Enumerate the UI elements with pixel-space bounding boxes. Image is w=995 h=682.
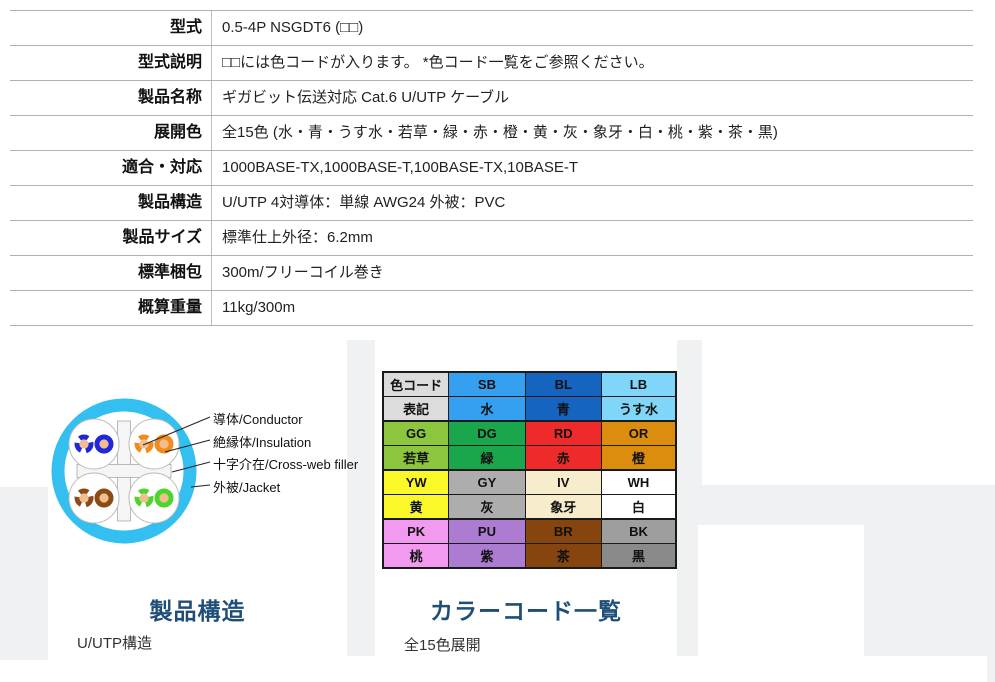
color-cell: 黄 <box>382 494 450 520</box>
color-cell: 緑 <box>448 445 526 471</box>
diagram-label-conductor: 導体/Conductor <box>213 412 303 427</box>
color-cell: 灰 <box>448 494 526 520</box>
spec-value: 標準仕上外径：6.2mm <box>211 221 973 255</box>
spec-row: 展開色 全15色 (水・青・うす水・若草・緑・赤・橙・黄・灰・象牙・白・桃・紫・茶… <box>10 116 973 151</box>
structure-figure-card: 導体/Conductor 絶縁体/Insulation 十字介在/Cross-w… <box>48 340 358 656</box>
color-code-table: 色コード SB BL LB 表記水青うす水 GG DG RD OR 若草緑赤橙 YW GY IV WH 黄灰… <box>382 371 677 569</box>
background-patch <box>0 487 48 660</box>
color-code-figure-card: 色コード SB BL LB 表記水青うす水 GG DG RD OR 若草緑赤橙 YW GY IV WH 黄灰… <box>375 338 677 656</box>
spec-row: 製品構造 U/UTP 4対導体：単線 AWG24 外被：PVC <box>10 186 973 221</box>
spec-table: 型式 0.5-4P NSGDT6 (□□) 型式説明 □□には色コードが入ります。 *… <box>10 10 973 326</box>
spec-label: 製品名称 <box>137 89 202 106</box>
color-cell: 紫 <box>448 543 526 569</box>
color-table-row: 表記水青うす水 <box>382 396 677 422</box>
spec-value: 300m/フリーコイル巻き <box>211 256 973 290</box>
color-cell: 若草 <box>382 445 450 471</box>
color-cell: 黒 <box>600 543 677 569</box>
spec-value: 全15色 (水・青・うす水・若草・緑・赤・橙・黄・灰・象牙・白・桃・紫・茶・黒) <box>211 116 973 150</box>
color-cell: 象牙 <box>524 494 602 520</box>
spec-label: 製品構造 <box>137 194 202 211</box>
color-cell: 赤 <box>524 445 602 471</box>
color-table-row: 桃紫茶黒 <box>382 543 677 569</box>
color-cell: 表記 <box>382 396 450 422</box>
color-cell: YW <box>382 469 450 495</box>
spec-value: 0.5-4P NSGDT6 (□□) <box>211 11 973 45</box>
spec-row: 型式 0.5-4P NSGDT6 (□□) <box>10 11 973 46</box>
color-cell: GY <box>448 469 526 495</box>
color-cell: IV <box>524 469 602 495</box>
color-cell: BK <box>600 518 677 544</box>
color-cell: PU <box>448 518 526 544</box>
color-cell: 茶 <box>524 543 602 569</box>
color-cell: 青 <box>524 396 602 422</box>
color-cell: 白 <box>600 494 677 520</box>
color-cell: SB <box>448 371 526 397</box>
color-table-row: YW GY IV WH <box>382 469 677 495</box>
background-patch <box>987 656 995 682</box>
structure-figure-title: 製品構造 <box>149 598 246 624</box>
spec-value: U/UTP 4対導体：単線 AWG24 外被：PVC <box>211 186 973 220</box>
color-table-row: PK PU BR BK <box>382 518 677 544</box>
color-cell: 水 <box>448 396 526 422</box>
spec-row: 標準梱包 300m/フリーコイル巻き <box>10 256 973 291</box>
cable-cross-section-diagram <box>51 398 211 544</box>
diagram-label-insulation: 絶縁体/Insulation <box>213 435 312 450</box>
color-table-row: GG DG RD OR <box>382 420 677 446</box>
spec-label: 適合・対応 <box>121 159 202 176</box>
color-cell: BL <box>524 371 602 397</box>
spec-label: 型式説明 <box>137 54 202 71</box>
background-patch <box>347 340 377 656</box>
color-cell: RD <box>524 420 602 446</box>
color-cell: うす水 <box>600 396 677 422</box>
color-cell: BR <box>524 518 602 544</box>
spec-row: 製品サイズ 標準仕上外径：6.2mm <box>10 221 973 256</box>
spec-label: 標準梱包 <box>137 264 202 281</box>
spec-label: 製品サイズ <box>122 229 202 246</box>
color-cell: 桃 <box>382 543 450 569</box>
spec-row: 概算重量 11kg/300m <box>10 291 973 326</box>
spec-value: ギガビット伝送対応 Cat.6 U/UTP ケーブル <box>211 81 973 115</box>
spec-value: □□には色コードが入ります。 *色コード一覧をご参照ください。 <box>211 46 973 80</box>
spec-row: 型式説明 □□には色コードが入ります。 *色コード一覧をご参照ください。 <box>10 46 973 81</box>
color-cell: 橙 <box>600 445 677 471</box>
spec-row: 適合・対応 1000BASE-TX,1000BASE-T,100BASE-TX,1… <box>10 151 973 186</box>
color-cell: PK <box>382 518 450 544</box>
color-cell: 色コード <box>382 371 450 397</box>
spec-label: 概算重量 <box>137 299 202 316</box>
empty-card <box>698 525 864 682</box>
color-cell: DG <box>448 420 526 446</box>
diagram-label-jacket: 外被/Jacket <box>213 480 281 495</box>
diagram-label-crossweb: 十字介在/Cross-web filler <box>213 457 359 472</box>
spec-value: 1000BASE-TX,1000BASE-T,100BASE-TX,10BASE… <box>211 151 973 185</box>
color-cell: LB <box>600 371 677 397</box>
structure-figure-subtitle: U/UTP構造 <box>77 635 153 652</box>
color-code-figure-title: カラーコード一覧 <box>430 598 622 624</box>
spec-value: 11kg/300m <box>211 291 973 325</box>
color-cell: OR <box>600 420 677 446</box>
color-cell: GG <box>382 420 450 446</box>
color-cell: WH <box>600 469 677 495</box>
color-code-figure-subtitle: 全15色展開 <box>404 637 481 654</box>
spec-row: 製品名称 ギガビット伝送対応 Cat.6 U/UTP ケーブル <box>10 81 973 116</box>
color-table-row: 若草緑赤橙 <box>382 445 677 471</box>
spec-label: 展開色 <box>153 124 202 141</box>
spec-label: 型式 <box>169 19 202 36</box>
color-table-row: 黄灰象牙白 <box>382 494 677 520</box>
color-table-row: 色コード SB BL LB <box>382 371 677 397</box>
